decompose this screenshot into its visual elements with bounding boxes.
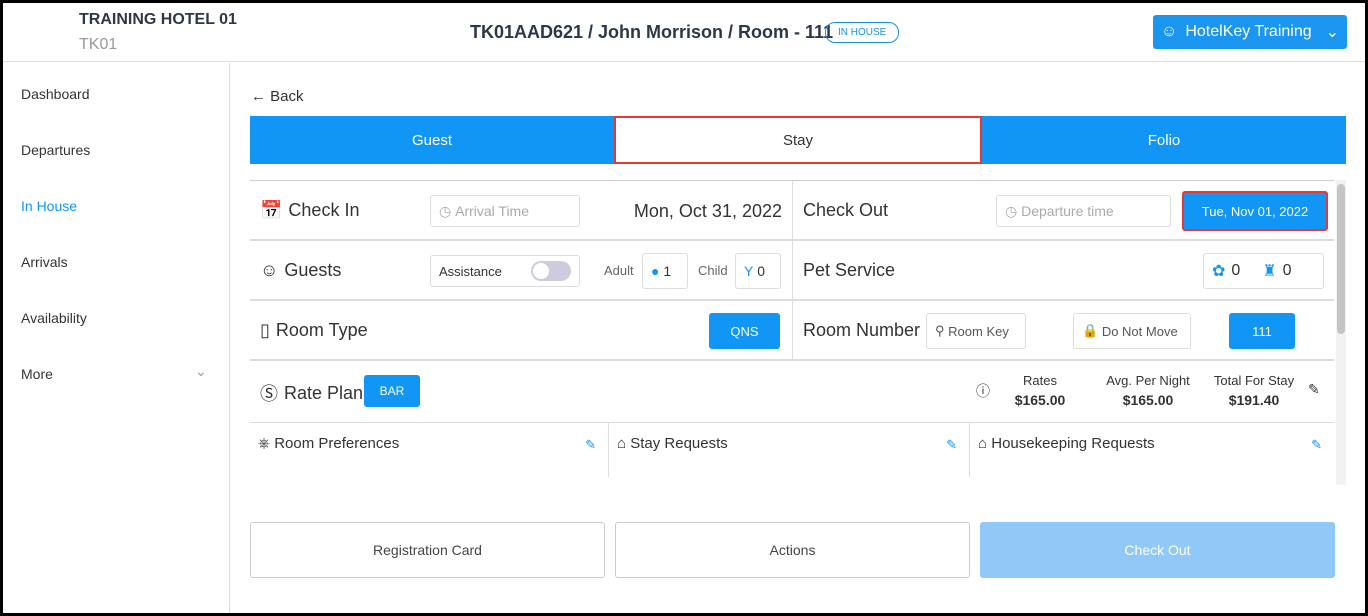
key-icon: ⚲ <box>935 323 945 338</box>
main-content: ← Back Guest Stay Folio 📅 Check In ◷ Arri… <box>231 63 1365 613</box>
user-name: HotelKey Training <box>1185 23 1312 40</box>
room-key-button[interactable]: ⚲ Room Key <box>926 313 1026 349</box>
do-not-move-button[interactable]: 🔒 Do Not Move <box>1073 313 1191 349</box>
rates-label: Rates <box>1023 373 1057 388</box>
total-value: $191.40 <box>1228 392 1280 408</box>
toggle-switch[interactable] <box>531 261 571 281</box>
check-in-label: Check In <box>288 200 360 220</box>
assistance-toggle[interactable]: Assistance <box>430 255 580 287</box>
back-label: Back <box>270 88 304 105</box>
chevron-down-icon: ⌄ <box>195 363 207 379</box>
back-link[interactable]: ← Back <box>251 88 304 105</box>
adult-icon: ● <box>651 263 660 279</box>
adult-count[interactable]: ● 1 <box>642 253 688 289</box>
chevron-down-icon: ⌄ <box>1325 24 1340 41</box>
mobile-icon: ▯ <box>260 320 270 340</box>
home-icon: ⌂ <box>978 435 988 452</box>
dog-count: 0 <box>1231 262 1241 279</box>
check-in-date: Mon, Oct 31, 2022 <box>633 201 782 221</box>
total-label: Total For Stay <box>1213 373 1295 388</box>
tab-folio[interactable]: Folio <box>1147 131 1181 149</box>
status-badge: IN HOUSE <box>825 22 900 43</box>
housekeeping-requests: ⌂ Housekeeping Requests ✎ <box>970 423 1334 477</box>
hotel-code: TK01 <box>79 36 118 53</box>
stay-card: 📅 Check In ◷ Arrival Time Mon, Oct 31, 20… <box>250 180 1334 488</box>
child-icon: Y <box>744 263 754 279</box>
edit-icon[interactable]: ✎ <box>585 437 596 452</box>
info-icon[interactable]: ⓘ <box>976 383 990 399</box>
departure-time-placeholder: Departure time <box>1021 203 1114 219</box>
room-type-button[interactable]: QNS <box>709 313 780 349</box>
rate-plan-section: Ⓢ Rate Plan BAR ⓘ Rates $165.00 Avg. Per N… <box>250 361 1334 421</box>
child-label: Child <box>698 263 728 278</box>
dollar-icon: Ⓢ <box>260 384 278 404</box>
registration-card-button[interactable]: Registration Card <box>250 522 605 578</box>
avg-value: $165.00 <box>1122 392 1174 408</box>
room-number-section: Room Number ⚲ Room Key 🔒 Do Not Move 111 <box>792 301 1334 359</box>
user-icon: ☺ <box>1161 23 1178 40</box>
guests-section: ☺ Guests Assistance Adult ● 1 Child Y 0 <box>250 241 792 299</box>
room-number-label: Room Number <box>803 320 921 340</box>
do-not-move-label: Do Not Move <box>1101 323 1178 339</box>
adult-value: 1 <box>663 263 672 279</box>
room-key-label: Room Key <box>948 323 1009 339</box>
sidebar-item-departures[interactable]: Departures <box>21 142 91 158</box>
user-menu-button[interactable]: ☺ HotelKey Training ⌄ <box>1153 15 1347 49</box>
hotel-name: TRAINING HOTEL 01 <box>79 11 237 28</box>
guests-label: Guests <box>284 260 342 280</box>
service-dog-icon: ♜ <box>1262 263 1277 280</box>
check-out-button[interactable]: Check Out <box>980 522 1335 578</box>
bed-icon: ⎈ <box>258 435 271 452</box>
pet-section: Pet Service ✿ 0 ♜ 0 <box>792 241 1334 299</box>
avg-label: Avg. Per Night <box>1106 373 1190 388</box>
sidebar: Dashboard Departures In House Arrivals A… <box>3 63 230 613</box>
sidebar-item-dashboard[interactable]: Dashboard <box>21 86 90 102</box>
scrollbar[interactable] <box>1336 180 1346 485</box>
pet-count-button[interactable]: ✿ 0 ♜ 0 <box>1203 253 1324 289</box>
assistance-label: Assistance <box>439 263 502 279</box>
room-number-button[interactable]: 111 <box>1229 313 1295 349</box>
header: TRAINING HOTEL 01 TK01 TK01AAD621 / John… <box>3 3 1365 62</box>
check-out-label: Check Out <box>803 200 889 220</box>
paw-icon: ✿ <box>1212 263 1226 280</box>
app-window: TRAINING HOTEL 01 TK01 TK01AAD621 / John… <box>3 3 1365 613</box>
arrival-time-placeholder: Arrival Time <box>455 203 530 219</box>
departure-time-input[interactable]: ◷ Departure time <box>996 195 1171 227</box>
check-out-date-button[interactable]: Tue, Nov 01, 2022 <box>1182 191 1328 231</box>
edit-icon[interactable]: ✎ <box>1311 437 1322 452</box>
rate-plan-label: Rate Plan <box>284 382 364 403</box>
sidebar-item-in-house[interactable]: In House <box>21 198 78 214</box>
edit-icon[interactable]: ✎ <box>946 437 957 452</box>
actions-button[interactable]: Actions <box>615 522 970 578</box>
home-icon: ⌂ <box>617 435 627 452</box>
tab-bar: Guest Stay Folio <box>250 116 1346 164</box>
room-preferences: ⎈ Room Preferences ✎ <box>250 423 609 477</box>
child-count[interactable]: Y 0 <box>735 253 781 289</box>
room-type-label: Room Type <box>275 320 368 340</box>
calendar-icon: 📅 <box>260 200 283 220</box>
tab-guest[interactable]: Guest <box>411 131 453 149</box>
arrival-time-input[interactable]: ◷ Arrival Time <box>430 195 580 227</box>
room-type-section: ▯ Room Type QNS <box>250 301 792 359</box>
housekeeping-requests-label: Housekeeping Requests <box>991 435 1155 452</box>
adult-label: Adult <box>604 263 634 278</box>
tab-stay[interactable]: Stay <box>614 116 982 164</box>
check-in-section: 📅 Check In ◷ Arrival Time Mon, Oct 31, 20… <box>250 181 792 239</box>
pet-service-label: Pet Service <box>803 260 896 280</box>
check-out-section: Check Out ◷ Departure time Tue, Nov 01, … <box>792 181 1334 239</box>
person-icon: ☺ <box>260 260 279 280</box>
stay-requests: ⌂ Stay Requests ✎ <box>609 423 970 477</box>
edit-icon[interactable]: ✎ <box>1308 381 1320 397</box>
lock-icon: 🔒 <box>1082 323 1099 338</box>
sidebar-item-availability[interactable]: Availability <box>21 310 87 326</box>
room-preferences-label: Room Preferences <box>274 435 400 452</box>
sidebar-item-arrivals[interactable]: Arrivals <box>21 254 68 270</box>
rates-value: $165.00 <box>1014 392 1066 408</box>
page-title: TK01AAD621 / John Morrison / Room - 111 <box>470 22 834 42</box>
child-value: 0 <box>757 263 766 279</box>
service-animal-count: 0 <box>1282 262 1292 279</box>
rate-plan-button[interactable]: BAR <box>364 375 420 407</box>
sidebar-item-more[interactable]: More <box>21 366 53 382</box>
stay-requests-label: Stay Requests <box>630 435 728 452</box>
